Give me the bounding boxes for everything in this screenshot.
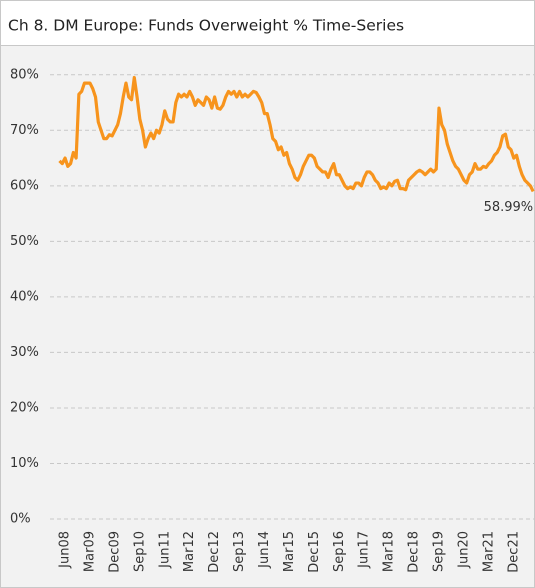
y-tick-label: 20%: [10, 400, 39, 415]
title-bar: [0, 0, 535, 46]
x-tick-label: Sep19: [431, 531, 446, 572]
chart-title: Ch 8. DM Europe: Funds Overweight % Time…: [8, 17, 404, 35]
y-tick-label: 0%: [10, 512, 31, 527]
x-tick-label: Dec21: [506, 531, 521, 573]
x-tick-label: Sep13: [232, 531, 247, 572]
x-tick-label: Dec18: [407, 531, 422, 573]
x-tick-label: Sep10: [132, 531, 147, 572]
x-tick-label: Mar09: [82, 531, 97, 572]
x-tick-label: Dec12: [207, 531, 222, 573]
y-tick-label: 60%: [10, 178, 39, 193]
x-tick-label: Jun20: [456, 531, 471, 569]
x-tick-label: Jun08: [58, 531, 73, 569]
x-tick-label: Jun17: [357, 531, 372, 569]
x-tick-label: Jun11: [157, 531, 172, 569]
y-tick-label: 30%: [10, 345, 39, 360]
x-tick-label: Mar15: [282, 531, 297, 572]
x-tick-label: Mar21: [481, 531, 496, 572]
y-tick-label: 40%: [10, 289, 39, 304]
line-series: [58, 75, 535, 193]
y-tick-label: 10%: [10, 456, 39, 471]
y-tick-label: 70%: [10, 123, 39, 138]
x-tick-label: Dec09: [107, 531, 122, 573]
x-tick-label: Mar18: [382, 531, 397, 572]
y-tick-label: 50%: [10, 234, 39, 249]
x-tick-label: Dec15: [307, 531, 322, 573]
x-tick-label: Mar12: [182, 531, 197, 572]
y-tick-label: 80%: [10, 67, 39, 82]
x-tick-label: Jun14: [257, 531, 272, 569]
data-label: 58.99%: [484, 200, 534, 215]
x-tick-label: Sep16: [332, 531, 347, 572]
